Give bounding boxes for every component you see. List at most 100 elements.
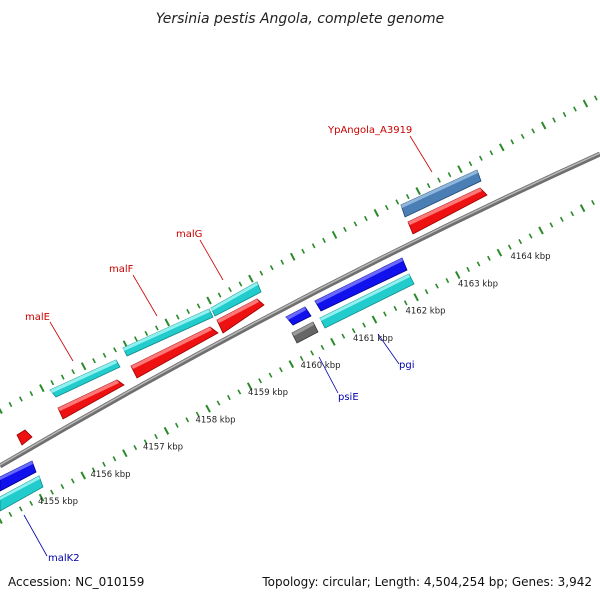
tick-mark [122,449,128,458]
tick-mark [455,271,461,279]
tick-mark [38,493,45,502]
tick-mark [154,433,158,440]
tick-mark [457,165,463,174]
tick-mark [559,216,564,222]
cds-red-small[interactable] [16,429,33,446]
tick-mark [582,99,589,108]
tick-mark [528,233,533,239]
map-title: Yersinia pestis Angola, complete genome [156,11,445,27]
genome-backbone [0,151,600,469]
tick-mark [384,204,389,211]
tick-mark [362,322,367,328]
tick-mark [311,243,316,249]
tick-mark [92,358,96,364]
tick-mark [562,111,567,118]
tick-mark [383,311,387,317]
tick-mark [39,384,45,393]
tick-mark [496,248,503,257]
tick-mark [591,200,595,206]
tick-row-outer [0,95,598,414]
tick-mark [237,389,242,395]
kbp-label: 4161 kbp [353,334,393,344]
tick-mark [29,391,34,397]
tick-mark [269,265,274,271]
tick-mark [143,439,148,445]
tick-mark [258,378,263,384]
kbp-scale: 4155 kbp 4156 kbp 4157 kbp 4158 kbp 4159 kbp… [38,252,551,507]
tick-mark [71,369,76,375]
tick-mark [216,400,221,406]
tick-mark [185,417,190,423]
tick-mark [552,117,556,123]
tick-mark [226,394,231,401]
kbp-label: 4164 kbp [510,252,550,262]
tick-mark [154,325,159,331]
tick-mark [478,155,483,161]
tick-mark [18,506,23,512]
tick-mark [0,407,3,414]
tick-mark [248,274,254,283]
tick-mark [18,396,23,402]
tick-mark [445,278,450,284]
tick-mark [301,248,306,254]
tick-mark [288,360,295,369]
tick-mark [70,478,75,484]
tick-mark [540,121,547,130]
tick-mark [0,517,3,524]
tick-mark [415,187,421,196]
gene-label-psie[interactable]: psiE [338,392,359,403]
tick-mark [246,382,253,391]
tick-mark [186,308,191,315]
tick-mark [447,172,452,178]
gene-label-malf[interactable]: malF [109,264,134,275]
cds-gray-psie[interactable] [291,321,319,344]
gene-label-malg[interactable]: malG [176,229,202,240]
gene-label-male[interactable]: malE [25,312,50,323]
gene-label-malk2[interactable]: malK2 [48,553,80,564]
tick-mark [113,347,117,353]
kbp-label: 4159 kbp [248,388,288,398]
tick-mark [299,355,304,362]
feature-track-forward [16,169,488,446]
kbp-label: 4156 kbp [90,470,130,480]
tick-mark [579,204,586,213]
tick-mark [195,411,200,417]
tick-mark [373,208,380,217]
tick-mark [437,177,441,183]
tick-mark [206,296,212,305]
tick-mark [91,467,96,473]
tick-mark [426,183,431,189]
tick-mark [102,461,106,467]
tick-mark [80,362,87,371]
tick-mark [80,471,86,480]
tick-mark [341,333,346,339]
tick-mark [259,270,264,276]
gene-label-ypangola-a3919[interactable]: YpAngola_A3919 [327,125,412,136]
tick-mark [29,500,34,506]
tick-mark [518,239,523,245]
tick-mark [228,287,232,293]
tick-mark [133,445,138,451]
tick-mark [549,222,554,228]
tick-mark [278,367,283,373]
label-leaders [23,135,433,557]
tick-mark [310,350,315,356]
cds-cyan-malg[interactable] [210,281,262,317]
tick-mark [435,283,439,289]
tick-mark [531,128,536,134]
tick-mark [144,330,149,336]
tick-mark [520,133,525,139]
tick-mark [102,352,107,358]
tick-row-inner [0,200,595,524]
cds-cyan-pgi[interactable] [319,273,415,329]
tick-mark [413,293,419,302]
tick-mark [133,336,138,342]
tick-mark [393,305,398,311]
gene-label-pgi[interactable]: pgi [399,360,414,371]
cds-red-ypangola-a3919[interactable] [407,187,488,235]
tick-mark [507,244,512,250]
tick-mark [343,226,347,232]
tick-mark [60,374,65,380]
tick-mark [164,318,170,327]
